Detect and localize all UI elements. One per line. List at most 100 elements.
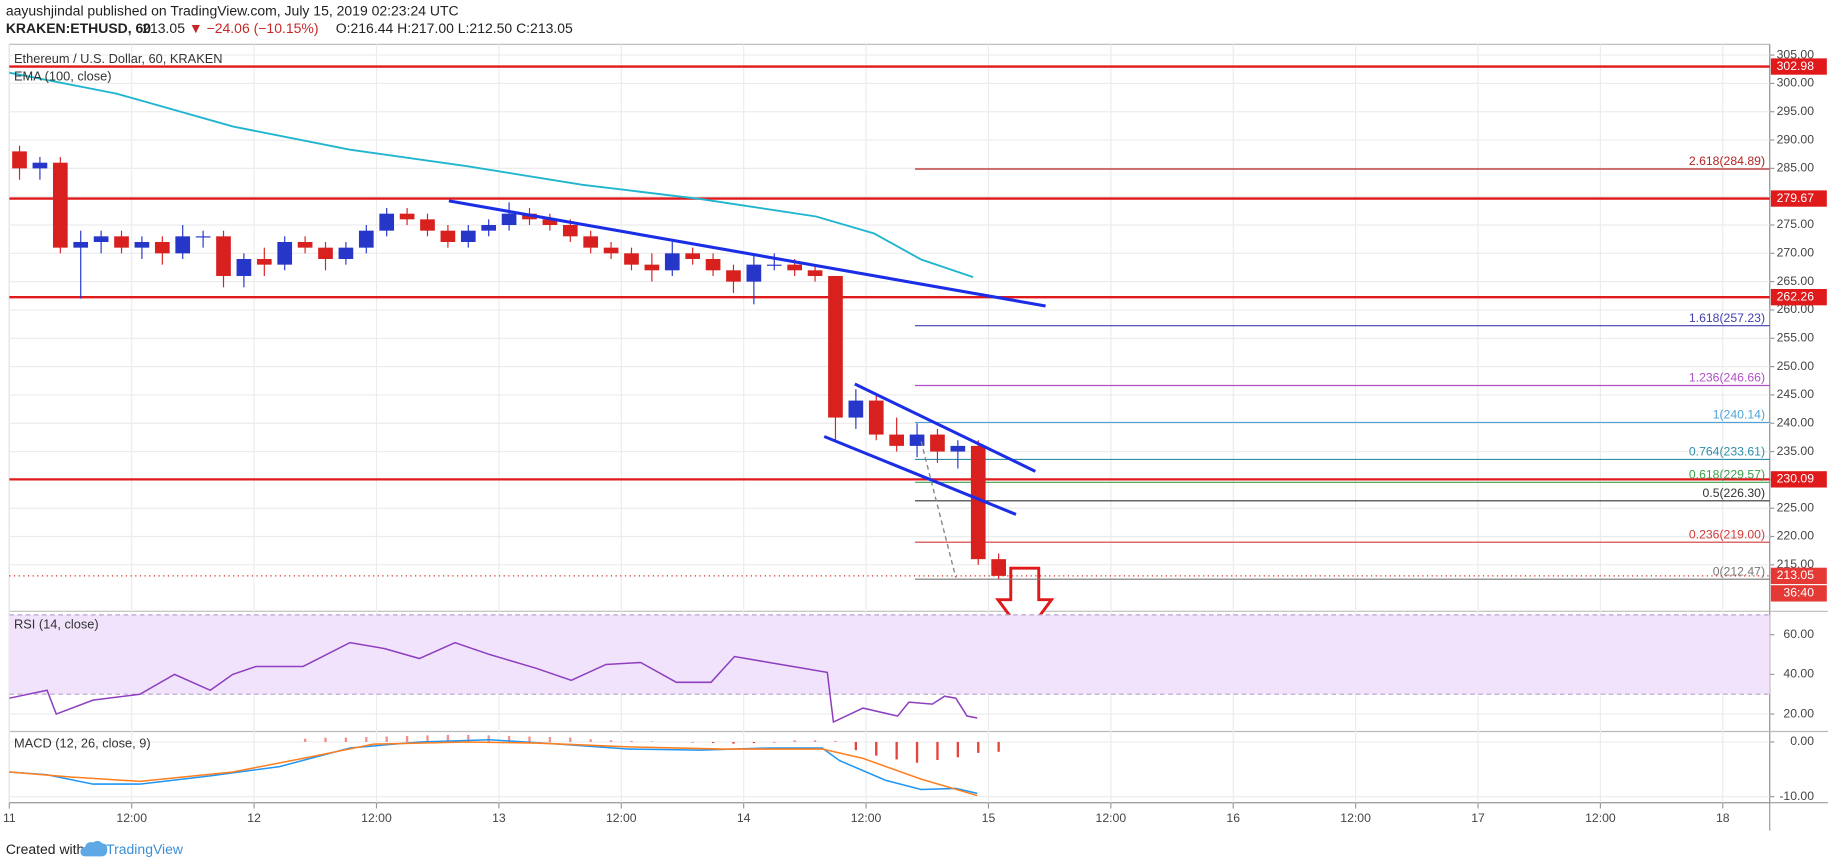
- candle-body: [828, 275, 843, 418]
- y-tick-label: 275.00: [1777, 217, 1815, 231]
- level-label: 262.26: [1777, 289, 1815, 303]
- x-tick-label: 12:00: [606, 811, 637, 825]
- macd-histogram-bar: [650, 741, 654, 742]
- candle-body: [297, 241, 313, 248]
- candle-body: [52, 162, 68, 248]
- candle-body: [807, 270, 823, 276]
- fib-label: 0.236(219.00): [1689, 527, 1765, 541]
- fib-label: 0.5(226.30): [1702, 486, 1765, 500]
- axes: 11 12:00 12 12:00 13 12:00 14 12:00 15 12:00 16 12:…: [3, 47, 1827, 825]
- candle-body: [868, 400, 884, 435]
- y-tick-label: 0.00: [1790, 734, 1814, 748]
- candle-body: [175, 236, 191, 254]
- x-tick-label: 15: [982, 811, 996, 825]
- candle-body: [889, 434, 905, 446]
- y-tick-label: 235.00: [1777, 444, 1815, 458]
- ohlc: O:216.44 H:217.00 L:212.50 C:213.05: [336, 20, 573, 36]
- macd-histogram-bar: [752, 741, 756, 744]
- y-tick-label: 270.00: [1777, 246, 1815, 260]
- candle-body: [440, 230, 456, 242]
- fib-label: 0.618(229.57): [1689, 468, 1765, 482]
- candle-body: [787, 264, 803, 271]
- indicator-line: [9, 741, 978, 797]
- x-tick-label: 13: [492, 811, 506, 825]
- y-tick-label: 285.00: [1777, 161, 1815, 175]
- publisher-line: aayushjindal published on TradingView.co…: [6, 2, 459, 18]
- price-change: ▼ −24.06 (−10.15%): [189, 20, 319, 36]
- macd-histogram-bar: [365, 737, 368, 742]
- candle-body: [930, 434, 945, 452]
- symbol: KRAKEN:ETHUSD, 60: [6, 20, 151, 36]
- y-tick-label: 40.00: [1783, 667, 1814, 681]
- candle-body: [562, 225, 578, 237]
- y-tick-label: 215.00: [1777, 557, 1815, 571]
- candle-body: [542, 219, 558, 226]
- candle-body: [970, 445, 986, 560]
- x-tick-label: 14: [737, 811, 751, 825]
- candle-body: [379, 213, 395, 231]
- pane-title: RSI (14, close): [14, 617, 99, 632]
- level-label-box: [1770, 58, 1827, 75]
- candle-body: [154, 241, 170, 254]
- macd-histogram-bar: [711, 741, 715, 744]
- pane-title: MACD (12, 26, close, 9): [14, 736, 151, 751]
- candle-body: [358, 230, 374, 248]
- y-tick-label: 245.00: [1777, 387, 1815, 401]
- y-tick-label: 300.00: [1777, 76, 1815, 90]
- candle-body: [236, 258, 252, 276]
- x-tick-label: 11: [3, 811, 16, 825]
- last-price-box: [1770, 567, 1827, 585]
- fib-label: 2.618(284.89): [1689, 154, 1765, 168]
- candle-body: [848, 400, 864, 418]
- trendline: [823, 435, 1017, 516]
- candle-body: [705, 258, 721, 271]
- footer: Created with TradingView: [6, 840, 184, 857]
- countdown-box: [1770, 585, 1827, 602]
- last-price: 213.05: [142, 20, 185, 36]
- level-label-box: [1770, 471, 1827, 488]
- chart-frame: [8, 43, 1828, 831]
- candle-body: [195, 236, 211, 238]
- x-tick-label: 12:00: [1096, 811, 1127, 825]
- fib-label: 0(212.47): [1713, 564, 1765, 578]
- macd-histogram-bar: [467, 734, 470, 742]
- trendline: [920, 441, 957, 578]
- y-tick-label: 220.00: [1777, 529, 1815, 543]
- candle-body: [134, 241, 150, 248]
- candle-body: [664, 253, 680, 271]
- footer-text: Created with: [6, 841, 84, 857]
- fib-label: 1(240.14): [1713, 408, 1765, 422]
- macd-histogram-bar: [793, 740, 796, 742]
- macd-histogram-bar: [426, 735, 429, 742]
- pane-title: Ethereum / U.S. Dollar, 60, KRAKEN: [14, 51, 223, 66]
- candle-body: [644, 264, 660, 271]
- macd-histogram-bar: [303, 738, 307, 742]
- fib-label: 1.236(246.66): [1689, 371, 1765, 385]
- y-tick-label: 295.00: [1777, 104, 1815, 118]
- y-tick-label: -10.00: [1779, 789, 1814, 803]
- candle-body: [318, 247, 333, 259]
- candle-body: [603, 247, 619, 254]
- y-tick-label: 240.00: [1777, 415, 1815, 429]
- x-tick-label: 12:00: [116, 811, 147, 825]
- macd-histogram-bar: [385, 736, 388, 742]
- candle-body: [501, 213, 517, 226]
- marks: 2.618(284.89) 1.618(257.23) 1.236(246.66) 1…: [9, 65, 1770, 797]
- macd-histogram-bar: [528, 736, 531, 742]
- candle-body: [685, 253, 701, 259]
- x-tick-label: 18: [1716, 811, 1730, 825]
- macd-histogram-bar: [630, 740, 633, 742]
- x-tick-label: 16: [1226, 811, 1240, 825]
- x-tick-label: 12:00: [361, 811, 392, 825]
- macd-histogram-bar: [915, 741, 919, 763]
- overlay-legend: EMA (100, close): [14, 68, 112, 83]
- candle-body: [12, 151, 27, 169]
- macd-histogram-bar: [956, 741, 960, 758]
- candle-body: [460, 230, 476, 242]
- x-tick-label: 12:00: [1585, 811, 1616, 825]
- candle-body: [950, 445, 966, 452]
- indicator-line: [9, 641, 978, 724]
- candle-body: [420, 219, 435, 231]
- trendline: [854, 382, 1037, 473]
- fib-label: 1.618(257.23): [1689, 311, 1765, 325]
